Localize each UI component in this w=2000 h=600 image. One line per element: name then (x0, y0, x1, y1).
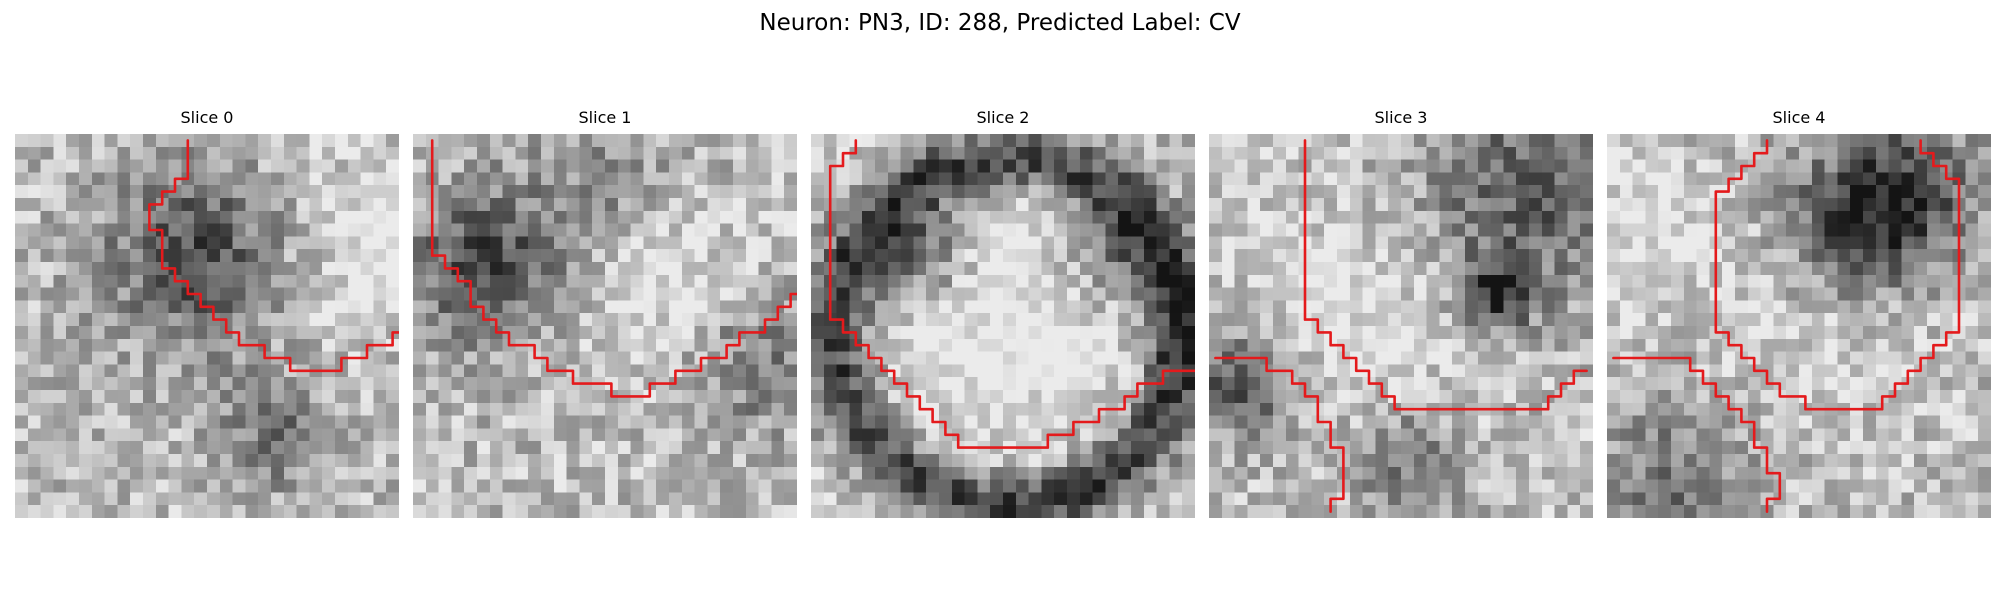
boundary-trace-secondary (1215, 358, 1343, 512)
boundary-trace (1305, 140, 1587, 409)
slice-image (413, 134, 797, 518)
boundary-trace-secondary (1613, 358, 1779, 512)
slice-panel-0: Slice 0 (15, 104, 399, 518)
slice-image (15, 134, 399, 518)
slice-image (1209, 134, 1593, 518)
slice-panel-2: Slice 2 (811, 104, 1195, 518)
slice-image (811, 134, 1195, 518)
slice-title: Slice 1 (578, 108, 632, 127)
slice-title: Slice 2 (976, 108, 1030, 127)
slice-title: Slice 0 (180, 108, 234, 127)
slice-title: Slice 4 (1772, 108, 1826, 127)
boundary-trace (149, 140, 399, 370)
boundary-trace (1716, 140, 1959, 409)
figure-title: Neuron: PN3, ID: 288, Predicted Label: C… (759, 10, 1241, 36)
slice-panel-1: Slice 1 (413, 104, 797, 518)
boundary-trace (830, 140, 1195, 447)
boundary-trace (432, 140, 797, 396)
slice-panel-4: Slice 4 (1607, 104, 1991, 518)
slice-image (1607, 134, 1991, 518)
slice-title: Slice 3 (1374, 108, 1428, 127)
slice-panel-3: Slice 3 (1209, 104, 1593, 518)
